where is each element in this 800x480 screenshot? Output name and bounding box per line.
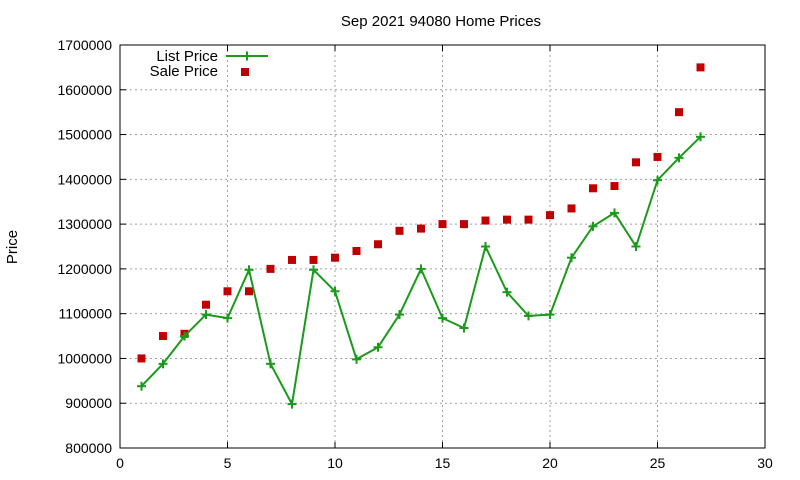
y-tick-label: 1300000 (57, 216, 112, 232)
list-price-point (137, 381, 146, 391)
list-price-point (158, 359, 168, 369)
y-tick-label: 900000 (65, 395, 112, 411)
sale-price-point (352, 246, 361, 255)
x-tick-label: 15 (435, 455, 451, 471)
x-tick-label: 0 (116, 455, 124, 471)
list-price-point (309, 265, 318, 275)
legend-label-list-price: List Price (156, 48, 218, 65)
sale-price-point (610, 182, 619, 191)
sale-price-point (524, 215, 533, 224)
series-list-price (137, 132, 705, 409)
list-price-point (588, 221, 598, 231)
sale-price-point (438, 220, 447, 229)
list-price-point (631, 242, 641, 251)
sale-price-point (696, 63, 705, 72)
sale-price-point (202, 300, 210, 309)
list-price-point (524, 311, 533, 321)
list-price-point (481, 242, 490, 251)
y-tick-label: 1100000 (59, 306, 113, 322)
list-price-point (244, 265, 254, 275)
y-tick-label: 1700000 (57, 37, 112, 53)
sale-price-point (331, 253, 339, 262)
y-tick-label: 1000000 (57, 350, 112, 366)
list-price-point (266, 359, 275, 369)
chart-title: Sep 2021 94080 Home Prices (341, 13, 541, 30)
list-price-point (674, 153, 684, 163)
y-tick-label: 1200000 (57, 261, 112, 277)
list-price-point (416, 264, 426, 274)
x-tick-label: 5 (224, 455, 232, 471)
axis-ticks (119, 44, 766, 449)
legend: List Price Sale Price (150, 48, 268, 80)
x-tick-labels: 0 5 10 15 20 25 30 (116, 455, 773, 471)
y-tick-label: 1400000 (57, 171, 112, 187)
list-price-point (373, 342, 383, 352)
list-price-point (459, 323, 469, 333)
sale-price-point (675, 108, 683, 117)
sale-price-point (546, 211, 554, 220)
list-price-point (180, 331, 189, 341)
sale-price-point (137, 354, 146, 363)
list-price-point (610, 208, 619, 218)
sale-price-point (223, 287, 232, 296)
y-axis-label: Price (4, 230, 21, 264)
sale-price-point (309, 255, 318, 264)
list-price-point (201, 310, 211, 320)
sale-price-point (266, 264, 275, 273)
sale-price-point (481, 216, 490, 225)
list-price-point (653, 175, 662, 185)
x-tick-label: 20 (542, 455, 558, 471)
sale-price-point (395, 226, 404, 235)
x-tick-label: 30 (757, 455, 773, 471)
sale-price-point (567, 204, 576, 213)
list-price-point (545, 310, 555, 320)
x-tick-label: 10 (327, 455, 343, 471)
sale-price-point (159, 332, 167, 341)
list-price-point (438, 313, 447, 323)
grid (120, 45, 765, 448)
series (137, 63, 705, 409)
list-price-point (696, 132, 705, 142)
x-tick-label: 25 (650, 455, 666, 471)
sale-price-point (460, 220, 468, 229)
sale-price-point (503, 215, 511, 224)
list-price-point (567, 253, 576, 263)
sale-price-point (417, 224, 425, 233)
y-tick-labels: 800000 900000 1000000 1100000 1200000 1300000… (57, 37, 112, 456)
y-tick-label: 1600000 (57, 82, 112, 98)
sale-price-point (374, 240, 382, 249)
sale-price-point (245, 287, 253, 296)
series-sale-price (137, 63, 705, 363)
list-price-point (395, 310, 404, 320)
sale-price-point (288, 255, 296, 264)
list-price-point (330, 286, 340, 296)
legend-swatch-sale-price (241, 68, 249, 76)
legend-marker-list-price (242, 51, 252, 61)
y-tick-label: 1500000 (57, 127, 112, 143)
list-price-point (287, 399, 297, 409)
y-tick-label: 800000 (65, 440, 112, 456)
list-price-point (502, 287, 512, 297)
sale-price-point (589, 184, 597, 193)
legend-label-sale-price: Sale Price (150, 63, 218, 80)
list-price-point (352, 354, 361, 364)
sale-price-point (632, 158, 640, 167)
list-price-point (223, 313, 232, 323)
sale-price-point (653, 152, 662, 161)
